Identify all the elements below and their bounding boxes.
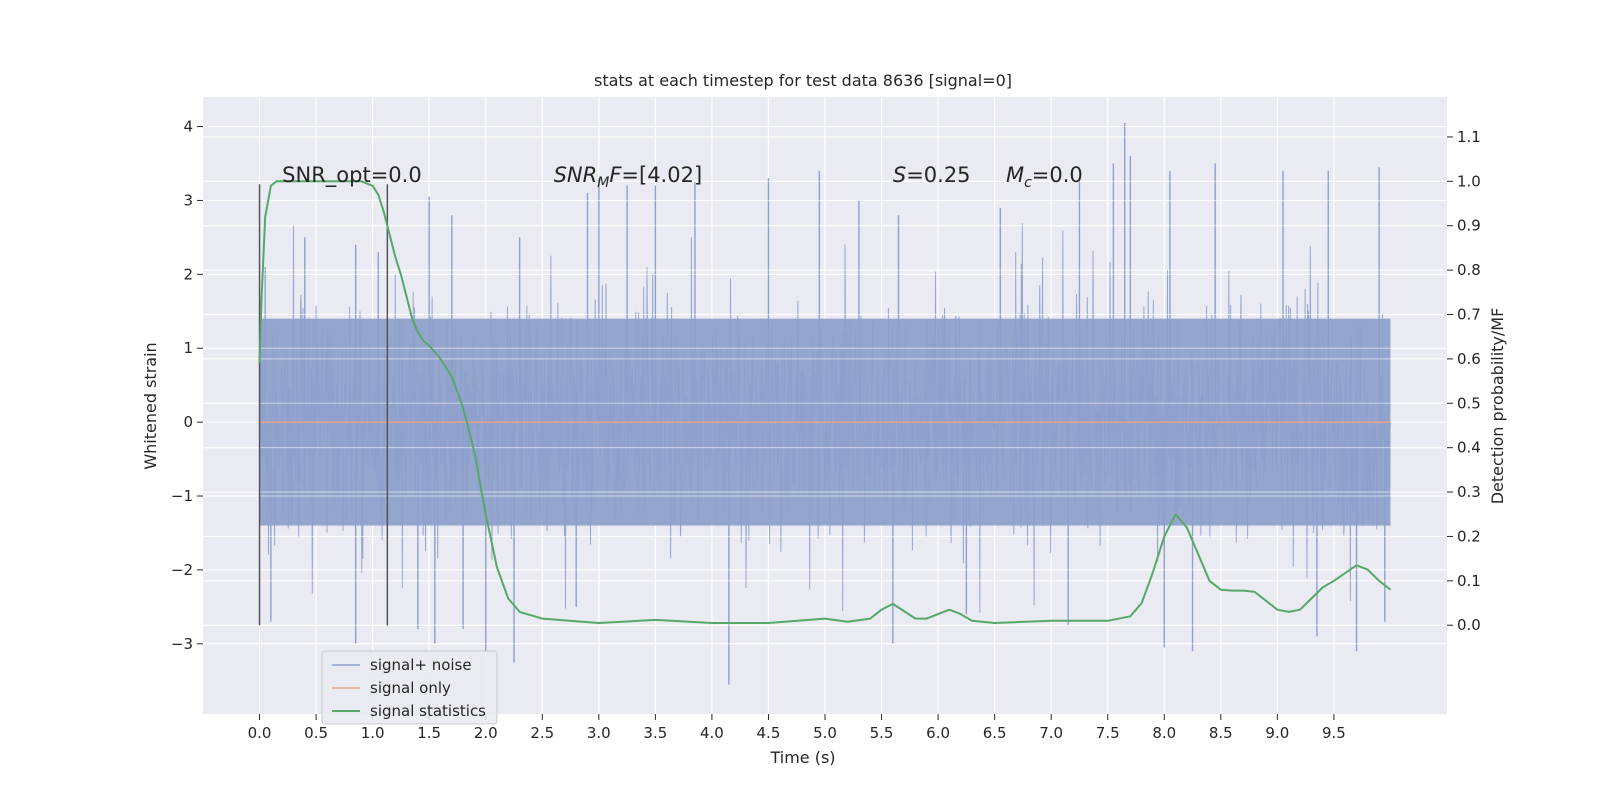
annotation-segment: M <box>597 175 609 191</box>
x-tick-label: 5.5 <box>870 724 894 742</box>
x-tick-label: 3.0 <box>587 724 611 742</box>
annotation-text: Mc=0.0 <box>1006 163 1083 191</box>
x-tick-label: 2.5 <box>530 724 554 742</box>
annotation-segment: SNR_opt=0.0 <box>282 163 422 188</box>
y-tick-label: 2 <box>183 265 193 283</box>
annotation-segment: =[4.02] <box>621 163 702 187</box>
x-tick-label: 8.0 <box>1152 724 1176 742</box>
x-tick-label: 9.0 <box>1265 724 1289 742</box>
legend-label: signal statistics <box>370 702 486 720</box>
annotation-text: S=0.25 <box>893 163 971 187</box>
annotation-text: SNRMF=[4.02] <box>554 163 703 191</box>
y-tick-label: 0 <box>183 413 193 431</box>
legend-label: signal only <box>370 679 451 697</box>
x-tick-label: 5.0 <box>813 724 837 742</box>
x-tick-label: 8.5 <box>1209 724 1233 742</box>
x-tick-label: 4.0 <box>700 724 724 742</box>
y-right-tick-label: 0.9 <box>1457 217 1481 235</box>
annotation-segment: =0.25 <box>906 163 970 187</box>
y-right-tick-label: 0.1 <box>1457 572 1481 590</box>
legend-label: signal+ noise <box>370 656 472 674</box>
x-tick-label: 1.0 <box>361 724 385 742</box>
y-tick-label: 3 <box>183 191 193 209</box>
y-right-tick-label: 0.0 <box>1457 616 1481 634</box>
y-tick-label: −2 <box>171 561 193 579</box>
x-axis-title: Time (s) <box>769 748 835 767</box>
chart-title: stats at each timestep for test data 863… <box>594 71 1012 90</box>
y-right-tick-label: 0.7 <box>1457 306 1481 324</box>
y-right-tick-label: 0.8 <box>1457 261 1481 279</box>
x-tick-label: 6.5 <box>983 724 1007 742</box>
annotation-segment: =0.0 <box>1032 163 1083 187</box>
annotation-segment: SNR <box>554 163 598 187</box>
annotation-segment: F <box>609 163 622 187</box>
annotation-segment: M <box>1006 163 1024 187</box>
y-axis-title: Whitened strain <box>141 342 160 469</box>
y-right-tick-label: 0.5 <box>1457 394 1481 412</box>
y-right-tick-label: 1.1 <box>1457 128 1481 146</box>
annotation-segment: c <box>1024 175 1032 191</box>
annotation-text: SNR_opt=0.0 <box>282 163 422 188</box>
x-tick-label: 0.5 <box>304 724 328 742</box>
x-tick-label: 4.5 <box>757 724 781 742</box>
y-tick-label: 4 <box>183 118 193 136</box>
y-right-tick-label: 0.3 <box>1457 483 1481 501</box>
y-right-tick-label: 0.2 <box>1457 527 1481 545</box>
annotation-segment: S <box>893 163 906 187</box>
y-right-tick-label: 1.0 <box>1457 172 1481 190</box>
x-tick-label: 6.0 <box>926 724 950 742</box>
x-tick-label: 9.5 <box>1322 724 1346 742</box>
x-tick-label: 7.5 <box>1096 724 1120 742</box>
y-tick-label: −3 <box>171 635 193 653</box>
y-tick-label: 1 <box>183 339 193 357</box>
x-tick-label: 2.0 <box>474 724 498 742</box>
signal-statistics-line <box>258 180 1392 624</box>
y-axis-right-title: Detection probability/MF <box>1488 308 1507 505</box>
x-tick-label: 0.0 <box>248 724 272 742</box>
x-tick-label: 7.0 <box>1039 724 1063 742</box>
y-tick-label: −1 <box>171 487 193 505</box>
legend-box <box>321 650 498 725</box>
x-tick-label: 3.5 <box>643 724 667 742</box>
y-right-tick-label: 0.4 <box>1457 439 1481 457</box>
x-tick-label: 1.5 <box>417 724 441 742</box>
y-right-tick-label: 0.6 <box>1457 350 1481 368</box>
